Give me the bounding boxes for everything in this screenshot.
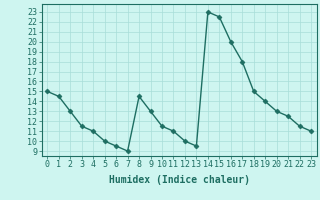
X-axis label: Humidex (Indice chaleur): Humidex (Indice chaleur) [109, 175, 250, 185]
